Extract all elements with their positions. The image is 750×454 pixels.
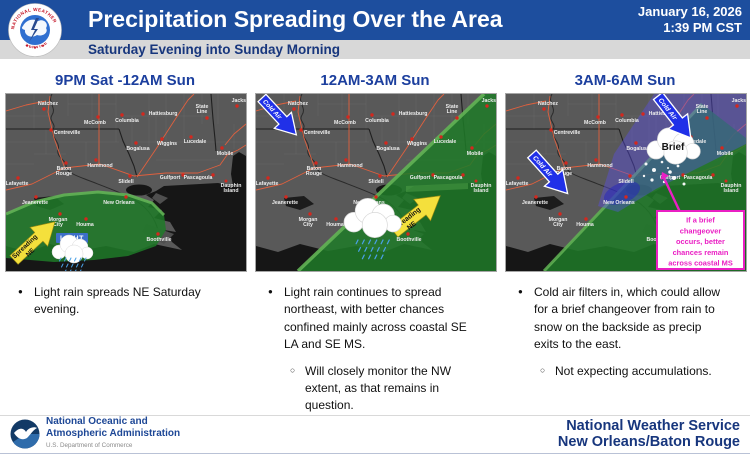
svg-text:★: ★ xyxy=(25,43,30,48)
panel-3am-6am: 3AM-6AM Sun Brief Cold Air Cold Air xyxy=(505,59,747,415)
panel-9pm-12am: 9PM Sat -12AM Sun Spreading NE LIGHT Lig… xyxy=(5,59,247,415)
coastal-band xyxy=(406,183,468,192)
svg-text:★: ★ xyxy=(33,45,38,50)
subtitle: Saturday Evening into Sunday Morning xyxy=(88,42,341,57)
bullet: Light rain continues to spread northeast… xyxy=(267,284,475,354)
forecast-map-2: Cold Air Spreading NE xyxy=(255,93,497,272)
panel-notes: Light rain spreads NE Saturday evening. xyxy=(5,272,245,319)
bullet: Light rain spreads NE Saturday evening. xyxy=(17,284,225,319)
noaa-text: National Oceanic and Atmospheric Adminis… xyxy=(46,416,180,452)
office-line2: New Orleans/Baton Rouge xyxy=(557,434,740,451)
office-signature: National Weather Service New Orleans/Bat… xyxy=(558,418,740,451)
noaa-branding: National Oceanic and Atmospheric Adminis… xyxy=(10,416,180,452)
page-title: Precipitation Spreading Over the Area xyxy=(88,6,503,32)
brief-label: Brief xyxy=(662,142,685,153)
nws-logo-icon: NATIONAL WEATHER SERVICE ★ ★ ★ xyxy=(8,3,62,57)
forecast-panels: 9PM Sat -12AM Sun Spreading NE LIGHT Lig… xyxy=(0,59,750,415)
panel-title: 12AM-3AM Sun xyxy=(320,72,430,89)
noaa-line1: National Oceanic and xyxy=(46,416,148,428)
panel-title: 9PM Sat -12AM Sun xyxy=(54,72,196,89)
svg-text:NE: NE xyxy=(406,220,418,232)
svg-text:changeover: changeover xyxy=(680,226,722,235)
panel-title: 3AM-6AM Sun xyxy=(574,72,676,89)
svg-text:★: ★ xyxy=(41,43,46,48)
panel-notes: Light rain continues to spread northeast… xyxy=(255,272,495,415)
issue-time: 1:39 PM CST xyxy=(663,20,742,35)
sub-bullet: Not expecting accumulations. xyxy=(539,363,725,380)
callout-arrow xyxy=(662,177,682,213)
svg-text:occurs, better: occurs, better xyxy=(676,237,725,246)
heavier-band xyxy=(603,181,641,205)
office-line1: National Weather Service xyxy=(566,417,740,434)
panel-12am-3am: 12AM-3AM Sun Cold Air Spreading NE Light… xyxy=(255,59,497,415)
issue-date: January 16, 2026 xyxy=(637,4,742,19)
subtitle-bar: Saturday Evening into Sunday Morning xyxy=(0,40,750,59)
svg-text:across coastal MS: across coastal MS xyxy=(668,259,733,268)
issue-datetime: January 16, 2026 1:39 PM CST xyxy=(638,4,742,36)
forecast-map-1: Spreading NE LIGHT xyxy=(5,93,247,272)
svg-text:chances remain: chances remain xyxy=(673,248,729,257)
svg-text:NE: NE xyxy=(25,247,37,259)
noaa-dept: U.S. Department of Commerce xyxy=(46,442,133,450)
header-bar xyxy=(0,0,750,40)
panel-notes: Cold air filters in, which could allow f… xyxy=(505,272,745,380)
header: Saturday Evening into Sunday Morning Pre… xyxy=(0,0,750,59)
bullet: Cold air filters in, which could allow f… xyxy=(517,284,725,354)
forecast-map-3: Brief Cold Air Cold Air If a brief chang… xyxy=(505,93,747,272)
callout-arrow-head xyxy=(660,172,669,180)
svg-text:If a brief: If a brief xyxy=(686,216,715,225)
noaa-line2: Atmospheric Administration xyxy=(46,427,181,439)
rain-leading-edge xyxy=(296,94,486,271)
nws-briefing-graphic: { "header": { "title": "Precipitation Sp… xyxy=(0,0,750,421)
noaa-logo-icon xyxy=(10,419,40,449)
changeover-callout: If a brief changeover occurs, better cha… xyxy=(656,210,745,270)
sub-bullet: Will closely monitor the NW extent, as t… xyxy=(289,363,475,415)
